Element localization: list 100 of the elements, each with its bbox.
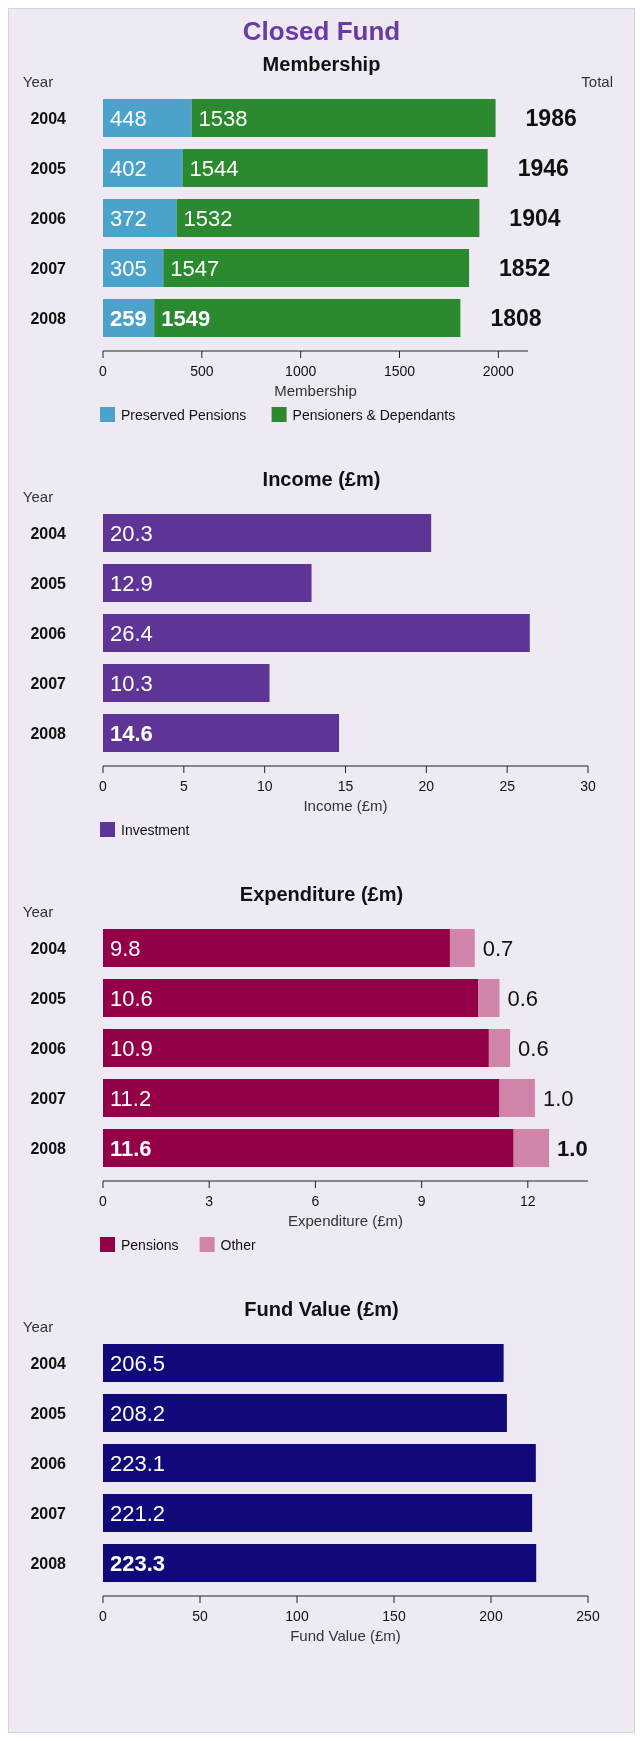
data-label: 1538 — [198, 105, 248, 131]
y-tick-label: 2004 — [30, 524, 67, 542]
data-label: 0.7 — [482, 935, 514, 961]
data-label: 26.4 — [110, 620, 153, 646]
legend-label: Preserved Pensions — [121, 406, 247, 423]
data-label: 448 — [110, 105, 147, 131]
legend-label: Pensioners & Dependants — [292, 406, 456, 423]
x-tick-label: 0 — [99, 363, 108, 380]
data-label: 1544 — [189, 155, 239, 181]
data-label: 305 — [110, 255, 147, 281]
y-tick-label: 2006 — [30, 1454, 67, 1472]
x-tick-label: 1500 — [383, 363, 416, 380]
bar — [103, 149, 183, 187]
bar — [103, 1129, 514, 1167]
y-tick-label: 2005 — [30, 989, 67, 1007]
data-label: 12.9 — [110, 570, 153, 596]
bar — [154, 299, 461, 337]
x-tick-label: 6 — [311, 1193, 320, 1210]
total-label: 1852 — [499, 255, 551, 282]
data-label: 223.3 — [110, 1550, 166, 1576]
y-tick-label: 2008 — [30, 724, 67, 742]
data-label: 10.3 — [110, 670, 153, 696]
x-tick-label: 12 — [520, 1193, 536, 1210]
y-tick-label: 2006 — [30, 209, 67, 227]
y-axis-title: Year — [22, 488, 54, 505]
chart-title: Closed Fund — [242, 16, 401, 46]
bar — [103, 514, 432, 552]
x-tick-label: 250 — [576, 1608, 600, 1625]
x-axis-title: Income (£m) — [303, 797, 388, 815]
data-label: 1532 — [183, 205, 233, 231]
y-tick-label: 2007 — [30, 674, 67, 692]
x-tick-label: 150 — [382, 1608, 406, 1625]
data-label: 1549 — [161, 305, 211, 331]
data-label: 20.3 — [110, 520, 153, 546]
y-axis-title: Year — [22, 73, 54, 90]
data-label: 14.6 — [110, 720, 153, 746]
x-tick-label: 3 — [205, 1193, 214, 1210]
chart-title: Expenditure (£m) — [239, 883, 404, 905]
data-label: 372 — [110, 205, 147, 231]
data-label: 259 — [110, 305, 147, 331]
bar — [191, 99, 496, 137]
y-axis-title: Year — [22, 903, 54, 920]
y-tick-label: 2007 — [30, 1089, 67, 1107]
bar — [176, 199, 480, 237]
x-tick-label: 0 — [99, 1193, 108, 1210]
x-tick-label: 0 — [99, 778, 108, 795]
x-tick-label: 5 — [179, 778, 188, 795]
x-tick-label: 10 — [256, 778, 273, 795]
text: Total — [581, 73, 613, 90]
x-tick-label: 25 — [499, 778, 516, 795]
data-label: 1.0 — [542, 1085, 574, 1111]
y-tick-label: 2006 — [30, 1039, 67, 1057]
y-tick-label: 2005 — [30, 1404, 67, 1422]
legend-label: Other — [220, 1236, 256, 1253]
x-tick-label: 9 — [417, 1193, 426, 1210]
bar — [103, 99, 192, 137]
data-label: 0.6 — [518, 1035, 549, 1061]
legend-label: Pensions — [121, 1236, 179, 1253]
y-tick-label: 2004 — [30, 1354, 67, 1372]
bar — [103, 929, 450, 967]
x-tick-label: 1000 — [285, 363, 317, 380]
x-tick-label: 15 — [337, 778, 354, 795]
y-tick-label: 2007 — [30, 259, 67, 277]
y-tick-label: 2005 — [30, 574, 67, 592]
x-tick-label: 0 — [99, 1608, 108, 1625]
y-tick-label: 2006 — [30, 624, 67, 642]
data-label: 1.0 — [557, 1135, 588, 1161]
data-label: 221.2 — [110, 1500, 166, 1526]
x-axis-title: Membership — [274, 382, 357, 400]
x-tick-label: 200 — [479, 1608, 503, 1625]
x-tick-label: 30 — [580, 778, 596, 795]
bar — [103, 564, 312, 602]
bar — [103, 614, 530, 652]
bar — [103, 1029, 489, 1067]
x-tick-label: 100 — [285, 1608, 309, 1625]
data-label: 223.1 — [110, 1450, 166, 1476]
data-label: 10.9 — [110, 1035, 153, 1061]
data-label: 0.6 — [507, 985, 539, 1011]
bar — [499, 1079, 535, 1117]
bar — [103, 1079, 500, 1117]
bar — [449, 929, 475, 967]
y-tick-label: 2008 — [30, 1554, 67, 1572]
y-tick-label: 2005 — [30, 159, 67, 177]
bar — [488, 1029, 511, 1067]
total-label: 1946 — [517, 155, 569, 182]
bar — [103, 714, 340, 752]
bar — [103, 664, 270, 702]
data-label: 1547 — [170, 255, 220, 281]
total-label: 1904 — [509, 205, 561, 232]
y-tick-label: 2008 — [30, 1139, 67, 1157]
data-label: 9.8 — [110, 935, 141, 961]
legend-label: Investment — [121, 821, 190, 838]
x-axis-title: Fund Value (£m) — [290, 1627, 401, 1645]
x-tick-label: 2000 — [482, 363, 515, 380]
chart-subtitle: Membership — [262, 53, 381, 75]
y-tick-label: 2008 — [30, 309, 67, 327]
x-axis-title: Expenditure (£m) — [287, 1212, 404, 1230]
y-tick-label: 2007 — [30, 1504, 67, 1522]
bar — [163, 249, 470, 287]
x-tick-label: 500 — [190, 363, 214, 380]
